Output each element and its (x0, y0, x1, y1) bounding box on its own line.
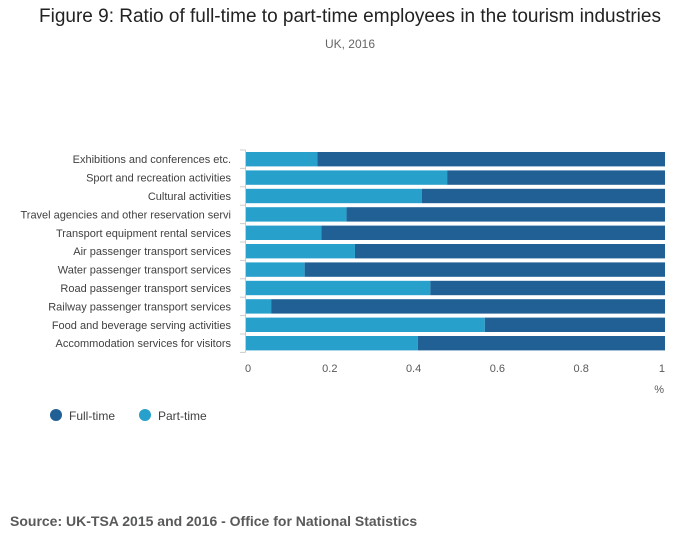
category-label: Railway passenger transport services (48, 301, 231, 313)
bar-part-time (246, 336, 418, 351)
bar-full-time (317, 152, 665, 167)
bar-part-time (246, 244, 355, 259)
bar-part-time (246, 207, 347, 222)
category-label: Food and beverage serving activities (52, 320, 232, 332)
bar-part-time (246, 170, 448, 185)
category-label: Air passenger transport services (73, 246, 231, 258)
bar-part-time (246, 152, 318, 167)
x-tick-label: 0.8 (574, 363, 589, 375)
source-note: Source: UK-TSA 2015 and 2016 - Office fo… (10, 513, 418, 529)
category-label: Travel agencies and other reservation se… (20, 209, 231, 221)
bar-part-time (246, 299, 272, 314)
bar-full-time (354, 244, 665, 259)
bar-full-time (346, 207, 665, 222)
category-label: Cultural activities (148, 191, 232, 203)
x-tick-label: 0 (245, 363, 251, 375)
bars (246, 152, 665, 351)
category-label: Road passenger transport services (60, 283, 231, 295)
bar-full-time (484, 317, 665, 332)
legend-item[interactable]: Part-time (139, 409, 207, 423)
x-tick-label: 0.6 (490, 363, 505, 375)
category-label: Water passenger transport services (58, 265, 232, 277)
category-label: Accommodation services for visitors (56, 338, 232, 350)
legend-label: Full-time (69, 409, 115, 423)
bar-full-time (417, 336, 665, 351)
bar-full-time (271, 299, 665, 314)
legend: Full-time Part-time (50, 409, 207, 423)
x-tick-labels: 0 0.2 0.4 0.6 0.8 1 (245, 363, 665, 375)
bar-full-time (321, 225, 665, 240)
bar-full-time (421, 188, 665, 204)
x-tick-label: 0.2 (322, 363, 337, 375)
bar-part-time (246, 317, 485, 332)
bar-part-time (246, 280, 431, 296)
legend-item[interactable]: Full-time (50, 409, 115, 423)
legend-label: Part-time (158, 409, 207, 423)
category-labels: Exhibitions and conferences etc. Sport an… (20, 154, 231, 350)
category-label: Sport and recreation activities (86, 173, 231, 185)
bar-full-time (430, 280, 665, 296)
category-label: Exhibitions and conferences etc. (73, 154, 231, 166)
legend-marker (50, 409, 62, 421)
bar-full-time (447, 170, 665, 185)
y-axis-line (240, 149, 246, 353)
chart-title: Figure 9: Ratio of full-time to part-tim… (39, 6, 661, 27)
x-tick-label: 0.4 (406, 363, 421, 375)
bar-full-time (304, 262, 665, 277)
category-label: Transport equipment rental services (56, 228, 232, 240)
x-tick-label: 1 (659, 363, 665, 375)
legend-marker (139, 409, 151, 421)
bar-part-time (246, 262, 305, 277)
bar-part-time (246, 188, 422, 204)
x-axis-label: % (654, 384, 664, 396)
chart-subtitle: UK, 2016 (324, 37, 376, 51)
bar-part-time (246, 225, 322, 240)
